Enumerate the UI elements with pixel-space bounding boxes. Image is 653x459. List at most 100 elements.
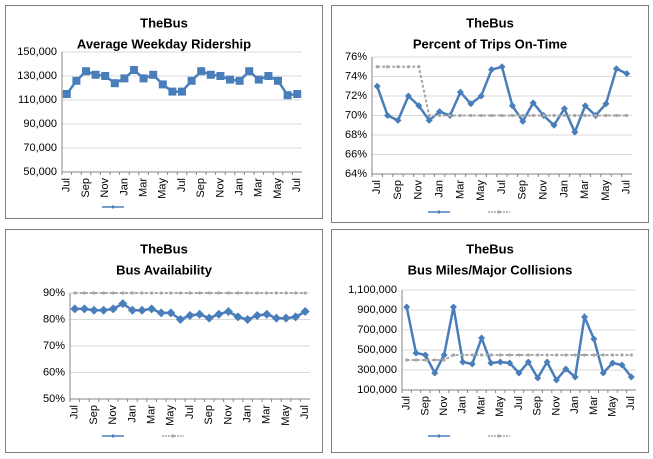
marker (89, 305, 99, 315)
marker (620, 353, 624, 357)
marker (303, 291, 307, 295)
x-tick-label: May (272, 178, 284, 199)
marker (534, 374, 542, 382)
y-tick-label: 50,000 (23, 166, 57, 178)
marker (498, 63, 506, 71)
marker (198, 291, 202, 295)
marker (187, 76, 196, 85)
marker (554, 353, 559, 357)
x-tick-label: Jul (625, 396, 637, 410)
marker (496, 358, 504, 366)
y-tick-label: 150,000 (17, 46, 57, 58)
x-tick-label: May (607, 396, 619, 417)
marker (197, 67, 206, 76)
x-tick-label: Jul (371, 180, 383, 194)
marker (414, 358, 418, 362)
marker (614, 113, 619, 118)
marker (226, 291, 230, 295)
marker (92, 291, 96, 295)
x-tick-label: Jan (126, 405, 138, 423)
marker (517, 353, 521, 357)
y-tick-label: 130,000 (17, 70, 57, 82)
marker (233, 312, 243, 322)
marker (169, 291, 173, 295)
marker (433, 358, 437, 362)
marker (479, 353, 484, 357)
marker (265, 291, 269, 295)
marker (560, 105, 568, 113)
marker (70, 304, 80, 314)
x-tick-label: Jan (242, 405, 254, 423)
x-tick-label: Mar (475, 396, 487, 415)
marker (490, 113, 494, 118)
chart-title: TheBus (466, 15, 514, 30)
marker (571, 373, 579, 381)
x-tick-label: Jul (621, 180, 633, 194)
marker (195, 309, 205, 319)
marker (158, 80, 167, 89)
x-tick-label: Nov (214, 178, 226, 198)
y-tick-label: 72% (345, 90, 367, 102)
marker (293, 90, 302, 98)
marker (488, 66, 496, 74)
x-tick-label: Nov (538, 180, 550, 200)
marker (121, 291, 125, 295)
marker (582, 353, 587, 357)
x-tick-label: Mar (579, 180, 591, 199)
x-tick-label: Sep (80, 178, 92, 198)
marker (506, 359, 514, 367)
marker (291, 312, 301, 322)
marker (431, 369, 439, 377)
marker (255, 291, 259, 295)
y-tick-label: 1,100,000 (348, 284, 397, 296)
marker (573, 113, 577, 118)
marker (459, 358, 467, 366)
marker (264, 72, 273, 80)
marker (427, 113, 431, 118)
marker (590, 335, 598, 343)
marker (137, 305, 147, 315)
x-tick-label: Sep (517, 180, 529, 200)
y-tick-label: 70% (345, 109, 367, 121)
marker (82, 67, 90, 76)
marker (386, 65, 390, 69)
marker (536, 353, 540, 357)
y-tick-label: 64% (345, 168, 367, 180)
marker (111, 205, 115, 209)
marker (82, 291, 86, 295)
x-tick-label: Sep (419, 396, 431, 416)
marker (246, 291, 250, 295)
y-tick-label: 66% (345, 148, 367, 160)
y-tick-label: 70,000 (23, 142, 57, 154)
marker (601, 353, 605, 357)
x-tick-label: Mar (253, 178, 265, 197)
x-tick-label: May (494, 396, 506, 417)
marker (396, 65, 400, 69)
marker (373, 82, 381, 90)
marker (627, 373, 635, 381)
marker (440, 351, 448, 359)
marker (147, 304, 157, 314)
x-tick-label: Mar (588, 396, 600, 415)
marker (573, 353, 577, 357)
marker (101, 72, 110, 80)
marker (130, 66, 138, 74)
marker (609, 359, 617, 367)
marker (542, 113, 546, 118)
marker (552, 113, 556, 118)
marker (489, 353, 493, 357)
x-tick-label: May (600, 180, 612, 201)
marker (274, 76, 282, 85)
x-tick-label: Jul (299, 405, 311, 419)
marker (477, 92, 485, 100)
marker (108, 304, 118, 314)
marker (394, 116, 402, 124)
marker (175, 315, 185, 324)
x-tick-label: Mar (138, 178, 150, 197)
marker (156, 308, 166, 318)
x-tick-label: Jan (558, 180, 570, 198)
marker (149, 70, 158, 79)
marker (403, 303, 411, 311)
marker (524, 358, 532, 366)
